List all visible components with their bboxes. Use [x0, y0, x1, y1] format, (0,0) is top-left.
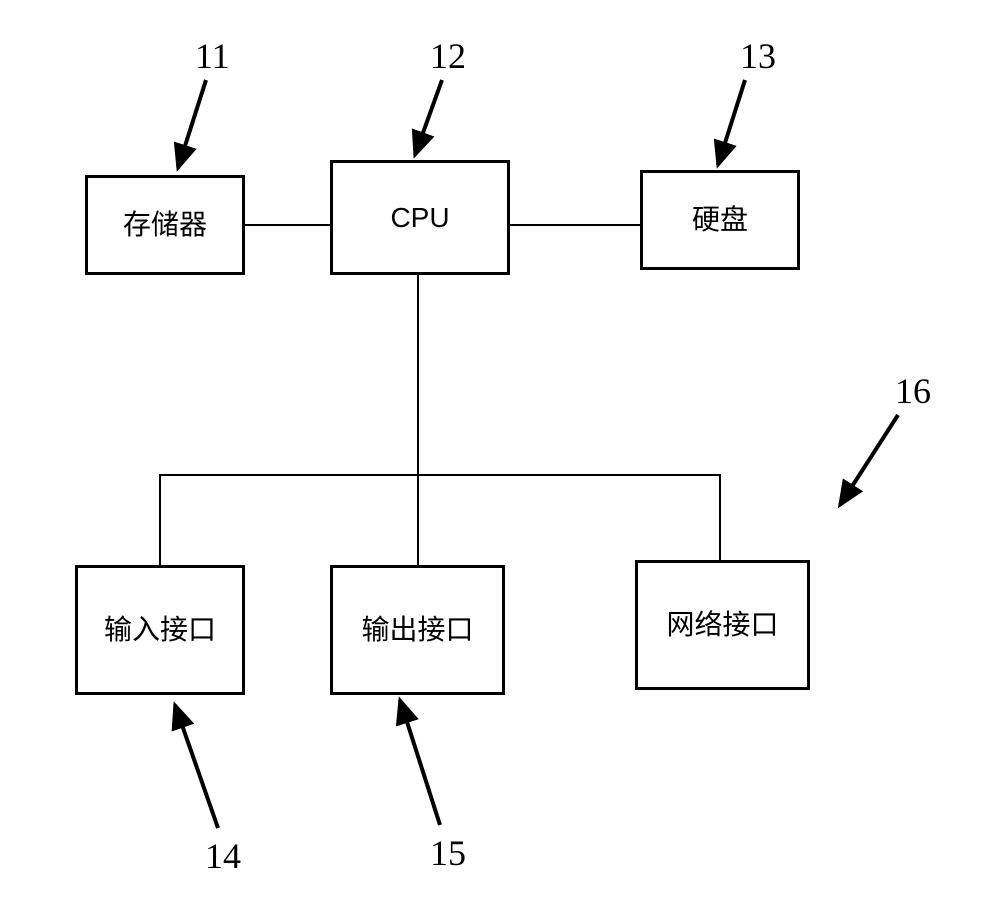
- block-diagram: 存储器 CPU 硬盘 输入接口 输出接口 网络接口 11 12 13 16: [0, 0, 1000, 913]
- ref-arrow-15: [0, 0, 1000, 913]
